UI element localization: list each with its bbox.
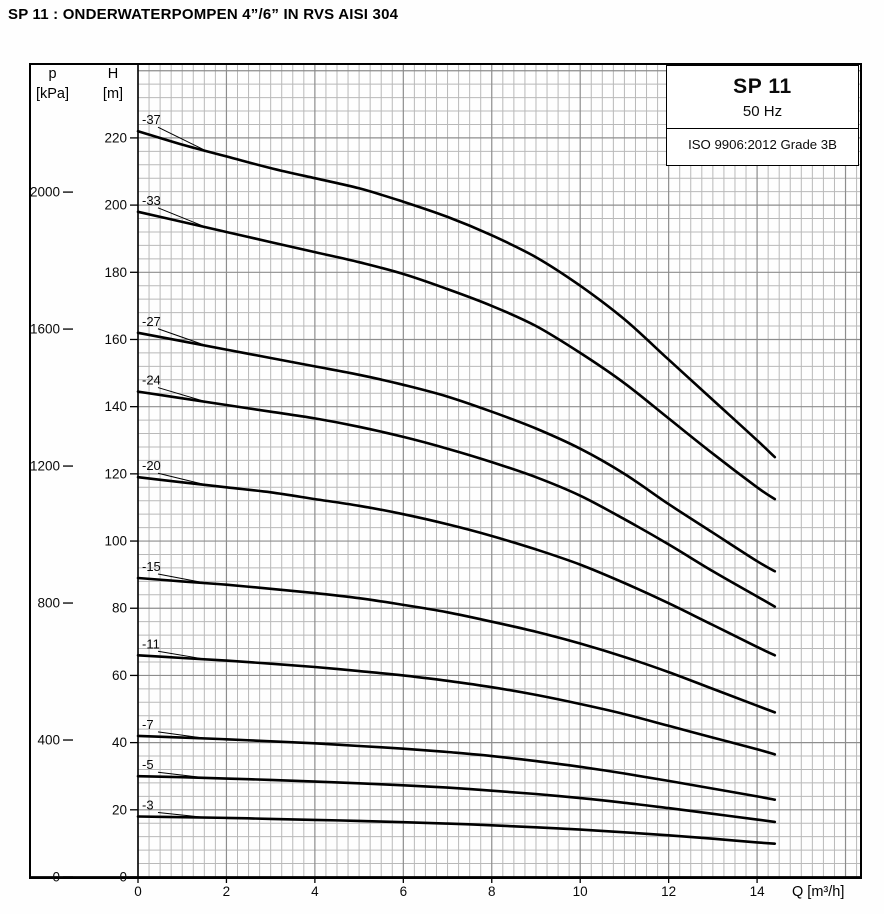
curve-label-leader-27: [157, 328, 207, 347]
head-tick-label: 20: [112, 802, 127, 817]
curve-set: [136, 126, 777, 845]
pump-curve-27: [136, 331, 777, 573]
flow-tick-label: 6: [400, 884, 408, 899]
pressure-tick-label: 0: [52, 870, 60, 885]
curve-label-leader-15: [157, 573, 207, 584]
pump-curve-33: [136, 210, 777, 501]
chart-info-box: SP 11 50 Hz ISO 9906:2012 Grade 3B: [666, 65, 859, 166]
pump-curve-37: [136, 129, 777, 459]
head-tick-label: 60: [112, 668, 127, 683]
flow-tick-label: 10: [573, 884, 588, 899]
curve-label-27: -27: [142, 314, 161, 329]
head-tick-label: 40: [112, 735, 127, 750]
pump-curve-24: [136, 390, 777, 608]
pressure-tick-label: 1200: [30, 459, 60, 474]
head-axis-unit: [m]: [102, 86, 124, 102]
curve-label-3: -3: [142, 798, 154, 813]
head-tick-label: 160: [104, 332, 127, 347]
pump-curve-3: [136, 815, 777, 845]
chart-frame: [29, 63, 862, 879]
curve-label-37: -37: [142, 112, 161, 127]
flow-tick-label: 4: [311, 884, 319, 899]
pump-curve-5: [136, 774, 777, 824]
head-tick-label: 100: [104, 534, 127, 549]
curve-label-leader-11: [157, 650, 207, 660]
pump-curve-15: [136, 576, 777, 714]
curve-label-11: -11: [142, 636, 160, 651]
head-axis-symbol: H: [107, 66, 119, 82]
head-tick-label: 220: [104, 130, 127, 145]
pressure-tick-label: 2000: [30, 185, 60, 200]
pump-model-label: SP 11: [733, 75, 792, 98]
curve-label-20: -20: [142, 458, 161, 473]
frequency-label: 50 Hz: [742, 103, 783, 120]
pressure-tick-label: 1600: [30, 322, 60, 337]
curve-label-leader-33: [157, 207, 207, 228]
curve-label-leader-20: [157, 472, 207, 486]
flow-tick-label: 2: [223, 884, 231, 899]
curve-label-leader-3: [157, 812, 207, 819]
pump-curve-20: [136, 475, 777, 657]
flow-tick-label: 12: [661, 884, 676, 899]
iso-standard-label: ISO 9906:2012 Grade 3B: [667, 128, 858, 152]
pump-curve-7: [136, 734, 777, 801]
head-tick-label: 80: [112, 601, 127, 616]
curve-label-5: -5: [142, 757, 154, 772]
head-tick-label: 140: [104, 399, 127, 414]
flow-tick-label: 8: [488, 884, 496, 899]
head-tick-label: 200: [104, 198, 127, 213]
curve-label-15: -15: [142, 559, 161, 574]
pressure-axis-symbol: p: [48, 66, 57, 82]
curve-label-leader-37: [157, 126, 207, 152]
flow-axis-unit-label: Q [m³/h]: [792, 884, 845, 900]
grid-major: [137, 64, 861, 878]
head-tick-label: 0: [119, 870, 127, 885]
curve-label-24: -24: [142, 373, 161, 388]
curve-label-7: -7: [142, 717, 154, 732]
curve-label-leader-7: [157, 731, 207, 739]
flow-tick-label: 14: [750, 884, 766, 899]
pump-curve-11: [136, 654, 777, 756]
flow-tick-label: 0: [134, 884, 142, 899]
page-title: SP 11 : ONDERWATERPOMPEN 4”/6” IN RVS AI…: [8, 6, 399, 23]
head-tick-label: 120: [104, 466, 127, 481]
pressure-axis-unit: [kPa]: [35, 86, 70, 102]
curve-label-leader-24: [157, 387, 207, 403]
head-tick-label: 180: [104, 265, 127, 280]
curve-label-leader-5: [157, 771, 207, 779]
curve-label-33: -33: [142, 193, 161, 208]
grid-minor: [138, 64, 861, 877]
pressure-tick-label: 800: [37, 596, 60, 611]
pressure-tick-label: 400: [37, 733, 60, 748]
